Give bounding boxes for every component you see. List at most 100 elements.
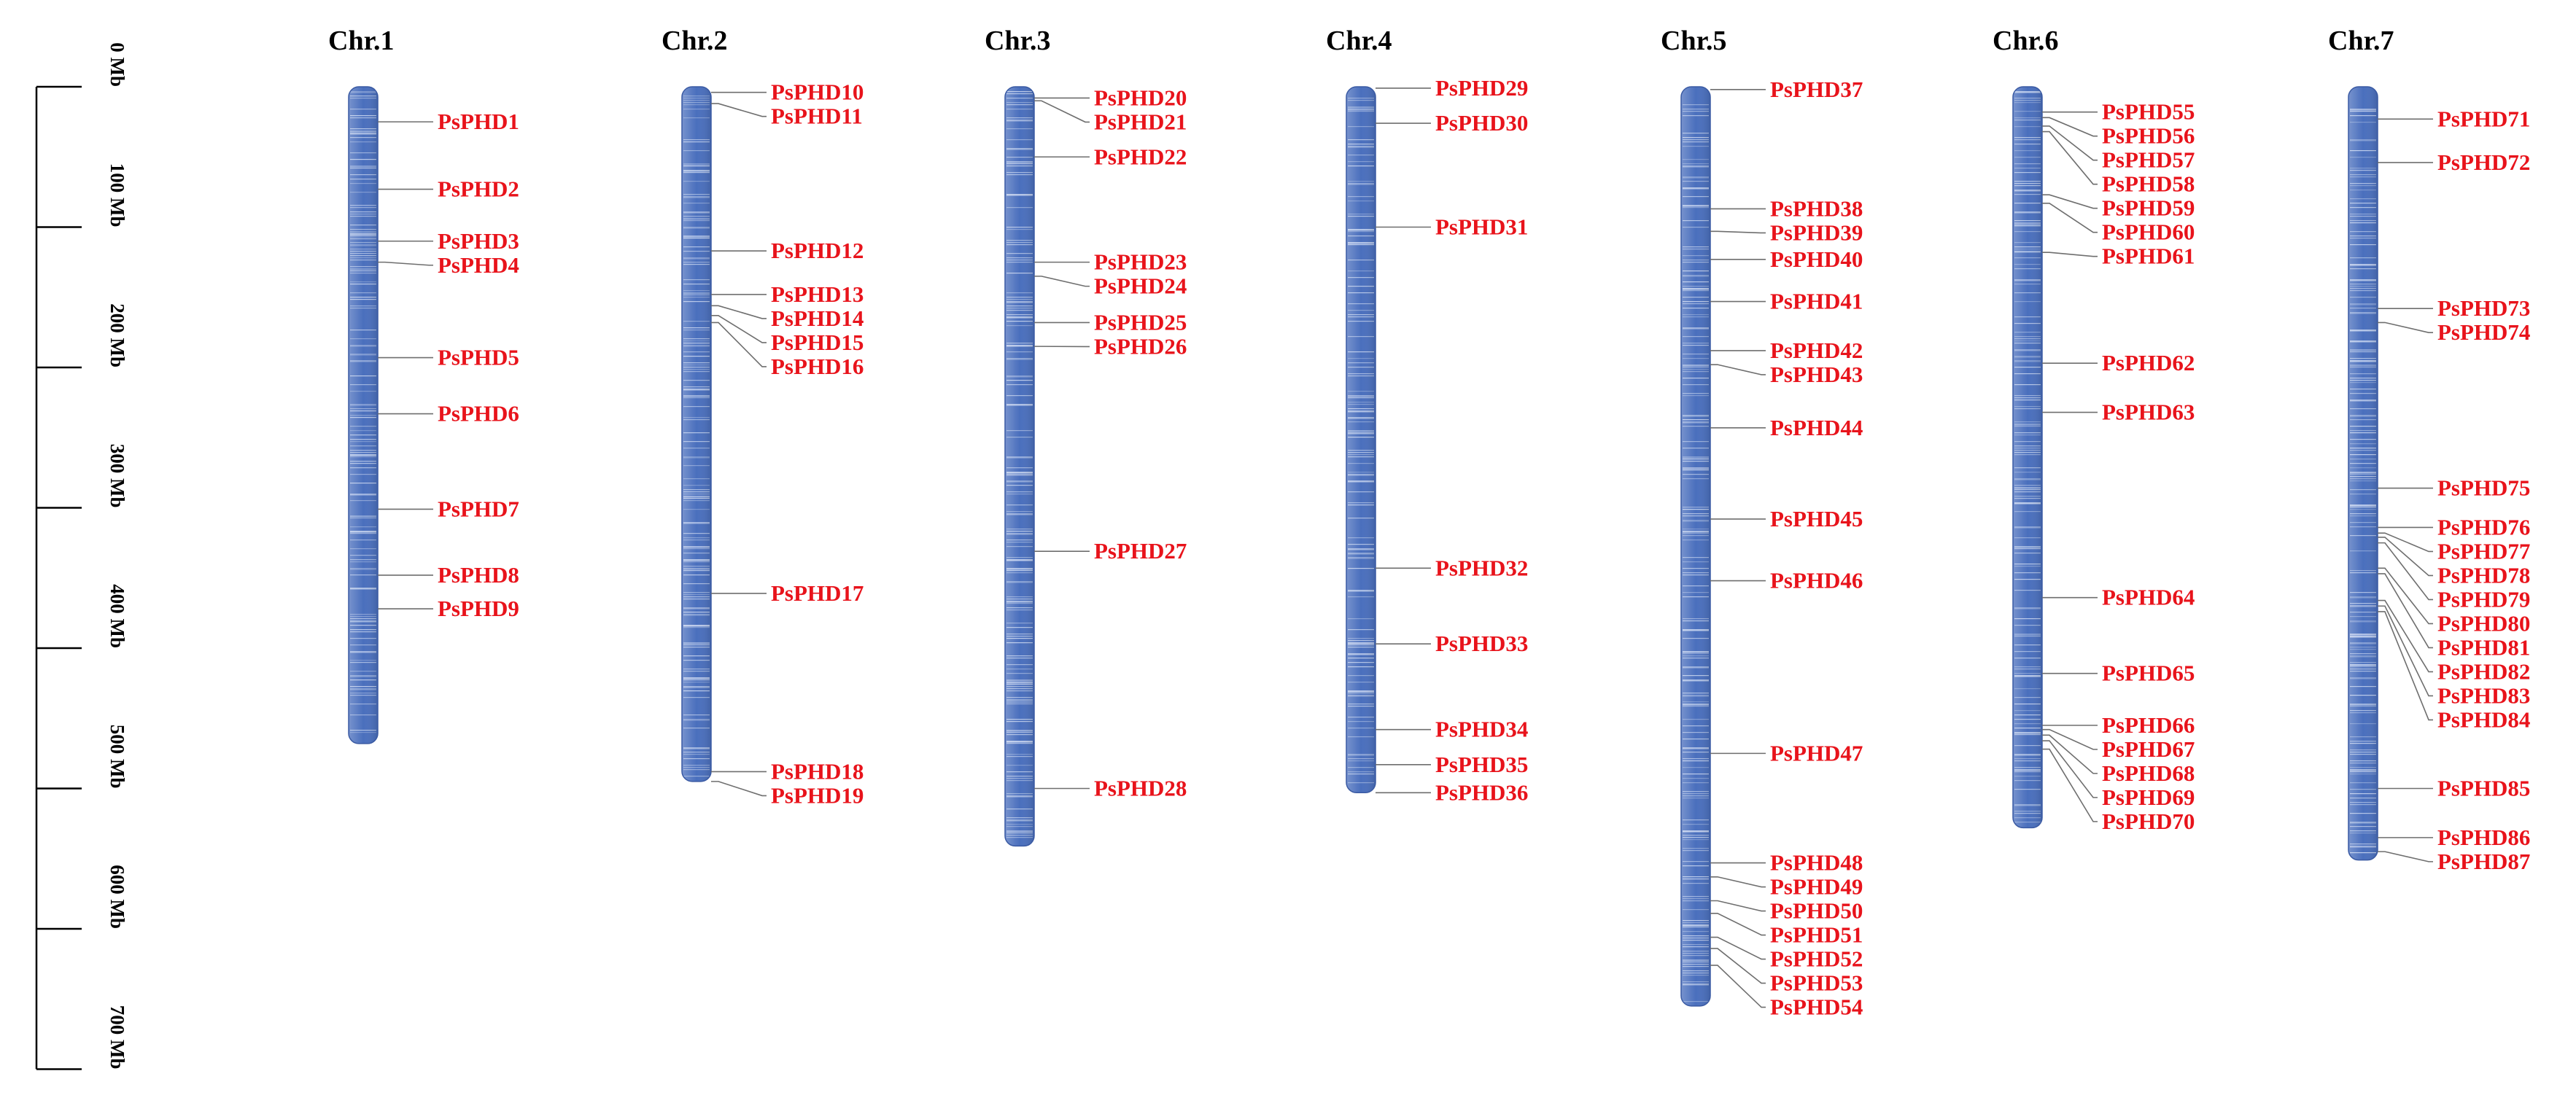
gene-label: PsPHD49 [1770,874,1863,900]
gene-connector [378,261,433,266]
gene-label: PsPHD51 [1770,922,1863,948]
gene-label: PsPHD6 [438,401,519,426]
chromosome-outline [2012,86,2043,829]
gene-label: PsPHD13 [771,281,864,307]
gene-connector [1710,948,1766,984]
gene-connector [1710,364,1766,375]
gene-connector [2042,728,2098,750]
gene-label: PsPHD3 [438,228,519,254]
gene-connector [1710,913,1766,936]
gene-connector [2042,194,2098,209]
gene-label: PsPHD39 [1770,219,1863,245]
gene-label: PsPHD2 [438,176,519,202]
gene-label: PsPHD19 [771,782,864,808]
gene-label: PsPHD43 [1770,362,1863,387]
gene-connector [2378,573,2433,649]
gene-label: PsPHD84 [2437,706,2530,732]
scale-tick-label: 400 Mb [106,584,128,648]
gene-label: PsPHD40 [1770,246,1863,272]
chromosome-title: Chr.1 [328,26,394,56]
gene-connector [1034,276,1090,287]
gene-label: PsPHD76 [2437,514,2530,540]
gene-label: PsPHD82 [2437,658,2530,684]
gene-label: PsPHD20 [1094,85,1187,110]
gene-label: PsPHD59 [2102,195,2195,221]
gene-connector [2378,567,2433,625]
chromosome-outline [1004,86,1035,847]
gene-label: PsPHD79 [2437,586,2530,612]
gene-connector [2378,605,2433,697]
gene-label: PsPHD30 [1435,110,1528,136]
gene-connector [2378,537,2433,577]
chromosome-title: Chr.2 [662,26,727,56]
chromosome-title: Chr.3 [985,26,1050,56]
gene-label: PsPHD31 [1435,214,1528,240]
gene-label: PsPHD85 [2437,776,2530,801]
gene-label: PsPHD77 [2437,538,2530,564]
gene-label: PsPHD87 [2437,849,2530,874]
gene-label: PsPHD41 [1770,289,1863,314]
gene-connector [1710,965,1766,1008]
chromosome-outline [681,86,712,782]
chromosome-title: Chr.7 [2328,26,2394,56]
gene-label: PsPHD74 [2437,319,2530,345]
gene-label: PsPHD81 [2437,634,2530,660]
gene-label: PsPHD25 [1094,309,1187,335]
gene-label: PsPHD10 [771,79,864,105]
gene-label: PsPHD60 [2102,219,2195,245]
gene-connector [1710,900,1766,912]
chromosome-title: Chr.6 [1993,26,2058,56]
gene-label: PsPHD4 [438,252,519,278]
gene-label: PsPHD42 [1770,338,1863,363]
gene-label: PsPHD48 [1770,850,1863,876]
gene-connector [2378,611,2433,721]
chromosome-title: Chr.4 [1326,26,1392,56]
chromosome-6: Chr.6 PsPHD55PsPHD56PsPHD57PsPHD58PsPHD59… [1993,26,2195,834]
gene-label: PsPHD75 [2437,475,2530,501]
gene-label: PsPHD61 [2102,244,2195,269]
gene-label: PsPHD58 [2102,171,2195,197]
gene-connector [2042,202,2098,233]
gene-connector [711,322,767,367]
gene-label: PsPHD66 [2102,712,2195,738]
scale-tick-label: 200 Mb [106,303,128,367]
gene-connector [711,305,767,319]
gene-label: PsPHD44 [1770,415,1863,440]
gene-label: PsPHD15 [771,330,864,355]
gene-connector [2378,542,2433,601]
gene-connector [2042,734,2098,774]
gene-connector [2042,740,2098,798]
scale-tick-label: 600 Mb [106,865,128,929]
scale-tick-label: 0 Mb [106,42,128,87]
gene-label: PsPHD56 [2102,123,2195,149]
gene-connector [2042,125,2098,161]
gene-label: PsPHD67 [2102,736,2195,762]
gene-label: PsPHD33 [1435,631,1528,656]
gene-connector [2042,748,2098,822]
gene-label: PsPHD34 [1435,717,1528,742]
gene-label: PsPHD24 [1094,273,1187,299]
gene-connector [1034,100,1090,123]
gene-label: PsPHD16 [771,354,864,379]
scale-tick-label: 500 Mb [106,725,128,789]
gene-label: PsPHD27 [1094,538,1187,564]
gene-label: PsPHD23 [1094,249,1187,275]
gene-label: PsPHD28 [1094,776,1187,801]
chromosome-outline [1346,86,1376,794]
gene-label: PsPHD22 [1094,144,1187,169]
gene-label: PsPHD17 [771,580,864,606]
gene-label: PsPHD1 [438,109,519,134]
gene-connector [711,103,767,117]
gene-connector [2042,131,2098,185]
gene-label: PsPHD35 [1435,752,1528,777]
gene-label: PsPHD83 [2437,682,2530,708]
gene-connector [711,314,767,343]
gene-label: PsPHD37 [1770,77,1863,102]
gene-label: PsPHD5 [438,345,519,370]
